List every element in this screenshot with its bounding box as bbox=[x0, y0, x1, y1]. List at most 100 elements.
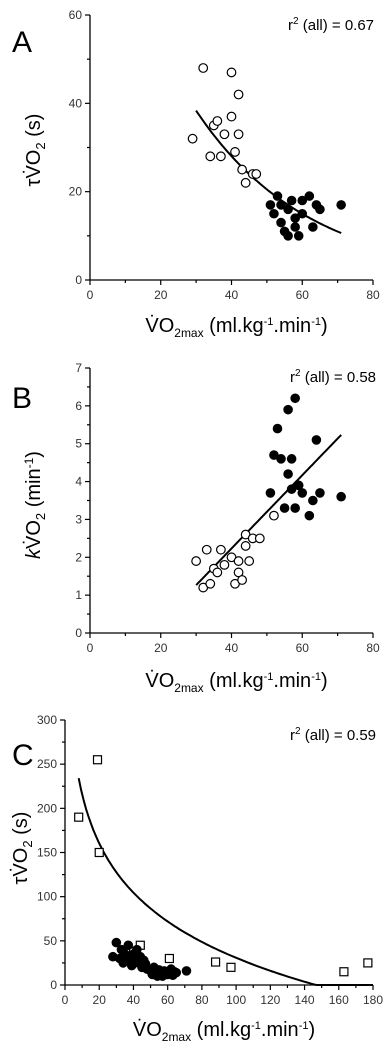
y-axis-label: τV̇O2 (s) bbox=[23, 114, 48, 187]
data-point bbox=[290, 393, 300, 404]
panel-letter: C bbox=[12, 739, 34, 772]
data-point bbox=[123, 940, 134, 951]
data-point bbox=[283, 404, 293, 415]
data-point bbox=[363, 958, 373, 968]
data-point bbox=[215, 151, 226, 162]
y-tick-label: 20 bbox=[69, 185, 83, 199]
x-tick-label: 180 bbox=[363, 993, 383, 1007]
r2-annotation: r2 (all) = 0.67 bbox=[288, 16, 374, 34]
x-axis-label: V̇O2max (ml.kg-1.min-1) bbox=[133, 1019, 315, 1044]
data-point bbox=[251, 169, 262, 179]
data-point bbox=[254, 533, 265, 544]
data-point bbox=[276, 200, 286, 210]
x-tick-label: 20 bbox=[154, 288, 168, 302]
axes bbox=[89, 368, 373, 634]
x-tick-label: 80 bbox=[366, 641, 380, 655]
y-axis-label: kV̇O2 (min-1) bbox=[22, 451, 48, 559]
data-point bbox=[92, 755, 103, 765]
data-point bbox=[210, 957, 221, 967]
data-point bbox=[336, 200, 346, 210]
x-tick-label: 80 bbox=[366, 288, 380, 302]
data-point bbox=[293, 231, 304, 241]
y-tick-label: 0 bbox=[75, 626, 82, 640]
data-point bbox=[244, 556, 255, 566]
x-tick-label: 60 bbox=[296, 641, 310, 655]
y-tick-label: 60 bbox=[69, 8, 83, 22]
x-tick-label: 0 bbox=[62, 993, 69, 1007]
data-point bbox=[198, 63, 209, 73]
y-tick-label: 5 bbox=[75, 437, 82, 451]
data-point bbox=[276, 454, 286, 464]
panel-b: Br2 (all) = 0.58 0 20 40 60 80 0 1 2 3 4 5 6 7 kV̇O2 (… bbox=[12, 361, 380, 695]
data-point bbox=[226, 111, 237, 122]
x-tick-label: 20 bbox=[93, 993, 107, 1007]
data-point bbox=[286, 454, 297, 464]
data-point bbox=[74, 812, 84, 822]
data-point bbox=[269, 208, 279, 219]
data-point bbox=[237, 164, 248, 175]
x-tick-label: 160 bbox=[329, 993, 349, 1007]
x-axis-label: V̇O2max (ml.kg-1.min-1) bbox=[145, 670, 327, 695]
panel-a: Ar2 (all) = 0.67 0 20 40 60 80 0 20 40 60 τV̇O2 (s… bbox=[12, 8, 380, 340]
data-point bbox=[230, 147, 240, 157]
data-point bbox=[240, 177, 251, 188]
x-tick-label: 140 bbox=[295, 993, 315, 1007]
data-point bbox=[311, 435, 322, 445]
data-point bbox=[233, 129, 244, 140]
data-point bbox=[181, 966, 192, 976]
x-tick-label: 40 bbox=[225, 288, 239, 302]
y-tick-label: 7 bbox=[75, 361, 82, 375]
y-tick-label: 150 bbox=[37, 846, 57, 860]
data-point bbox=[272, 191, 283, 201]
x-tick-label: 100 bbox=[226, 993, 246, 1007]
data-point bbox=[219, 559, 230, 570]
x-axis-label: V̇O2max (ml.kg-1.min-1) bbox=[145, 315, 327, 340]
data-point bbox=[297, 195, 308, 206]
data-point bbox=[265, 488, 276, 498]
y-tick-label: 0 bbox=[75, 273, 82, 287]
x-tick-label: 0 bbox=[87, 641, 94, 655]
data-point bbox=[233, 556, 244, 566]
axes bbox=[64, 720, 373, 986]
data-point bbox=[308, 495, 318, 506]
r2-annotation: r2 (all) = 0.59 bbox=[290, 726, 376, 744]
y-tick-label: 1 bbox=[75, 588, 82, 602]
data-point bbox=[315, 488, 325, 498]
data-point bbox=[269, 510, 279, 521]
data-point bbox=[304, 191, 315, 201]
y-tick-label: 50 bbox=[44, 934, 58, 948]
x-tick-label: 80 bbox=[195, 993, 209, 1007]
y-tick-label: 0 bbox=[50, 978, 57, 992]
data-point bbox=[283, 469, 293, 479]
axes bbox=[89, 15, 373, 281]
x-tick-label: 40 bbox=[127, 993, 141, 1007]
data-point bbox=[164, 953, 174, 964]
y-axis-label: τV̇O2 (s) bbox=[10, 812, 35, 885]
data-point bbox=[187, 133, 198, 144]
data-point bbox=[336, 491, 346, 502]
data-point bbox=[297, 488, 308, 498]
panel-letter: A bbox=[12, 26, 32, 59]
y-tick-label: 300 bbox=[37, 713, 57, 727]
data-point bbox=[205, 578, 216, 589]
x-tick-label: 60 bbox=[161, 993, 175, 1007]
data-point bbox=[279, 503, 290, 513]
data-point bbox=[215, 544, 226, 555]
x-tick-label: 40 bbox=[225, 641, 239, 655]
data-point bbox=[272, 423, 283, 434]
x-tick-label: 60 bbox=[296, 288, 310, 302]
data-point bbox=[240, 541, 251, 551]
r2-annotation: r2 (all) = 0.58 bbox=[290, 368, 376, 386]
y-tick-label: 6 bbox=[75, 399, 82, 413]
data-point bbox=[304, 510, 315, 521]
data-point bbox=[191, 556, 202, 566]
data-point bbox=[201, 544, 212, 555]
fit-curve bbox=[195, 434, 342, 586]
x-tick-label: 0 bbox=[87, 288, 94, 302]
data-point bbox=[290, 222, 300, 232]
data-point bbox=[233, 89, 244, 100]
y-tick-label: 40 bbox=[69, 96, 83, 110]
data-point bbox=[283, 204, 293, 215]
data-point bbox=[226, 962, 236, 972]
y-tick-label: 100 bbox=[37, 890, 57, 904]
